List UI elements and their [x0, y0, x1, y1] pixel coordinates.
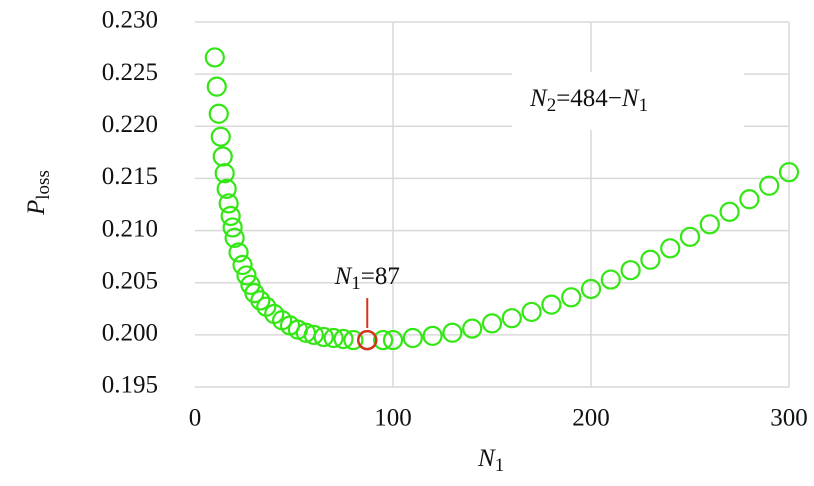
data-point [620, 260, 641, 281]
x-tick-label: 300 [770, 405, 808, 432]
data-point [210, 126, 231, 147]
data-point [208, 103, 229, 124]
y-tick-label: 0.230 [102, 7, 158, 34]
highlight-label-part: 1 [351, 273, 361, 294]
data-point [739, 189, 760, 210]
data-point [541, 294, 562, 315]
data-point [660, 238, 681, 259]
data-point [212, 146, 233, 167]
data-point [204, 47, 225, 68]
data-point [580, 278, 602, 300]
data-point [250, 290, 271, 311]
annotation-part: N [529, 85, 548, 112]
highlight-label: N1=87 [334, 263, 400, 295]
data-point [232, 254, 253, 276]
data-point [679, 226, 701, 247]
data-point [236, 265, 257, 286]
data-point [719, 201, 740, 222]
y-tick-label: 0.205 [102, 267, 158, 294]
data-point [402, 327, 423, 349]
data-point [218, 193, 239, 214]
data-point [206, 76, 227, 97]
highlight-point [357, 329, 378, 351]
highlight-label-part: =87 [361, 263, 400, 290]
data-point [323, 327, 344, 349]
data-point [600, 269, 621, 290]
data-point [216, 178, 237, 199]
y-axis-label: Ploss [23, 170, 55, 216]
y-tick-label: 0.210 [102, 215, 158, 242]
x-axis-label-part: N [477, 445, 496, 472]
x-axis-label: N1 [477, 445, 504, 477]
data-point [501, 308, 522, 329]
annotation: N2=484−N1 [529, 85, 648, 117]
y-axis-label-part: P [23, 200, 50, 216]
data-point [244, 283, 265, 304]
data-point [561, 287, 582, 308]
annotation-part: N [621, 85, 640, 112]
data-point [303, 324, 324, 345]
data-point [220, 205, 241, 227]
annotation-part: =484− [556, 85, 622, 112]
data-point [214, 163, 235, 184]
data-point [462, 318, 483, 339]
y-tick-label: 0.215 [102, 163, 158, 190]
y-tick-label: 0.195 [102, 372, 158, 399]
data-point [759, 175, 780, 196]
data-point [778, 162, 800, 183]
data-point [640, 249, 661, 270]
annotation-part: 2 [547, 95, 557, 116]
data-point [222, 217, 243, 238]
x-axis-label-part: 1 [495, 455, 505, 476]
highlight-label-part: N [334, 263, 353, 290]
data-point [333, 328, 354, 350]
data-point [313, 326, 334, 348]
data-point [343, 329, 364, 351]
annotation-part: 1 [639, 95, 649, 116]
data-point [228, 242, 249, 263]
annotation-box [512, 72, 744, 130]
data-point [224, 227, 245, 248]
data-point [699, 214, 720, 235]
data-point [521, 301, 542, 323]
data-point [373, 329, 394, 351]
x-tick-label: 0 [189, 405, 202, 432]
y-tick-label: 0.200 [102, 320, 158, 347]
data-point [442, 322, 463, 343]
y-tick-label: 0.225 [102, 59, 158, 86]
y-axis-label-part: loss [33, 170, 54, 200]
y-tick-label: 0.220 [102, 111, 158, 138]
data-point [382, 329, 404, 351]
x-tick-label: 100 [374, 405, 412, 432]
data-point [481, 313, 503, 334]
data-point [422, 325, 443, 346]
x-tick-label: 200 [572, 405, 610, 432]
